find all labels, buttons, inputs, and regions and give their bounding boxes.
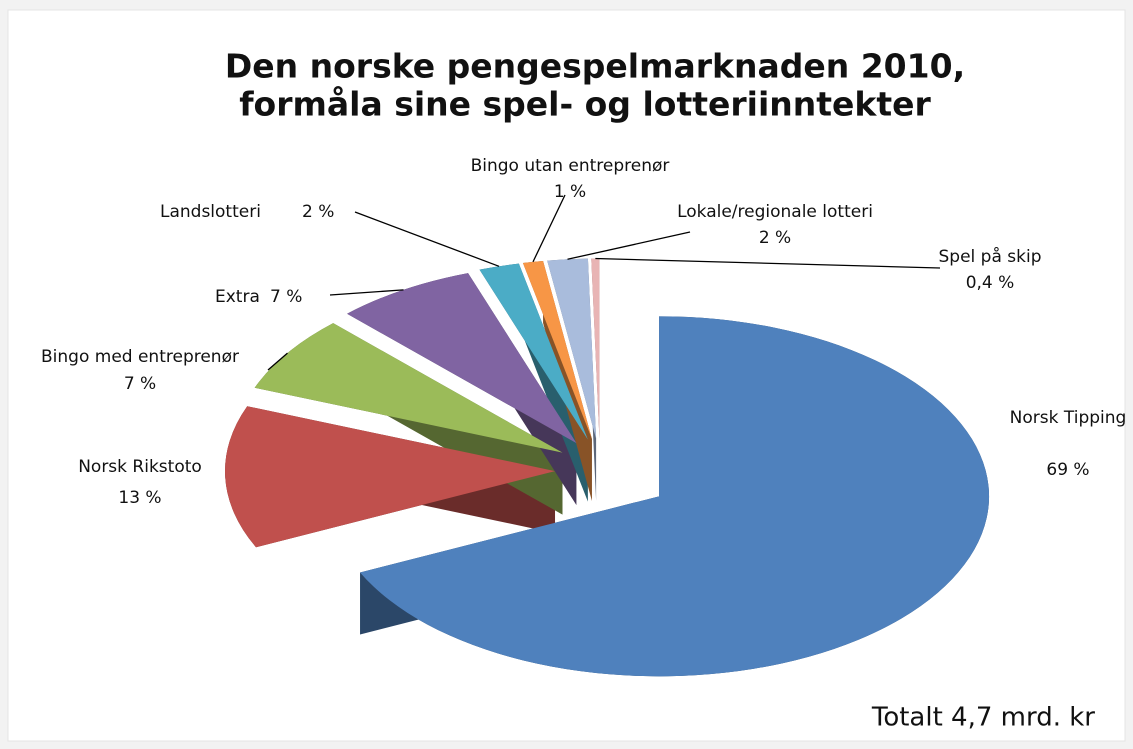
category-label: Norsk Rikstoto — [78, 457, 202, 477]
category-label: Norsk Tipping — [1010, 408, 1127, 428]
value-label: 2 % — [302, 202, 334, 222]
slice — [254, 323, 563, 453]
slice — [360, 316, 990, 677]
value-label: 7 % — [124, 374, 156, 394]
value-label: 69 % — [1046, 460, 1089, 480]
category-label: Landslotteri — [160, 202, 261, 222]
value-label: 0,4 % — [966, 273, 1015, 293]
annotation: Totalt 4,7 mrd. kr — [871, 703, 1095, 733]
leader-line — [267, 352, 288, 371]
leader-line — [567, 231, 691, 260]
category-label: Extra — [215, 287, 260, 307]
category-label: Lokale/regionale lotteri — [677, 202, 873, 222]
category-label: Bingo utan entreprenør — [471, 156, 670, 176]
chart-title: Den norske pengespelmarknaden 2010, — [225, 47, 965, 86]
leader-line — [532, 194, 566, 263]
slice — [591, 258, 600, 439]
leader-line — [595, 257, 941, 269]
slice — [347, 273, 577, 444]
value-label: 2 % — [759, 228, 791, 248]
value-label: 13 % — [118, 488, 161, 508]
slice — [225, 406, 556, 548]
leader-line — [354, 211, 500, 267]
slice — [547, 258, 597, 439]
leader-line — [329, 289, 404, 296]
category-label: Spel på skip — [939, 246, 1042, 267]
chart-title: formåla sine spel- og lotteriinntekter — [239, 85, 931, 124]
category-label: Bingo med entreprenør — [41, 347, 239, 367]
value-label: 1 % — [554, 182, 586, 202]
slice — [479, 263, 588, 440]
value-label: 7 % — [270, 287, 302, 307]
slice — [522, 260, 592, 440]
